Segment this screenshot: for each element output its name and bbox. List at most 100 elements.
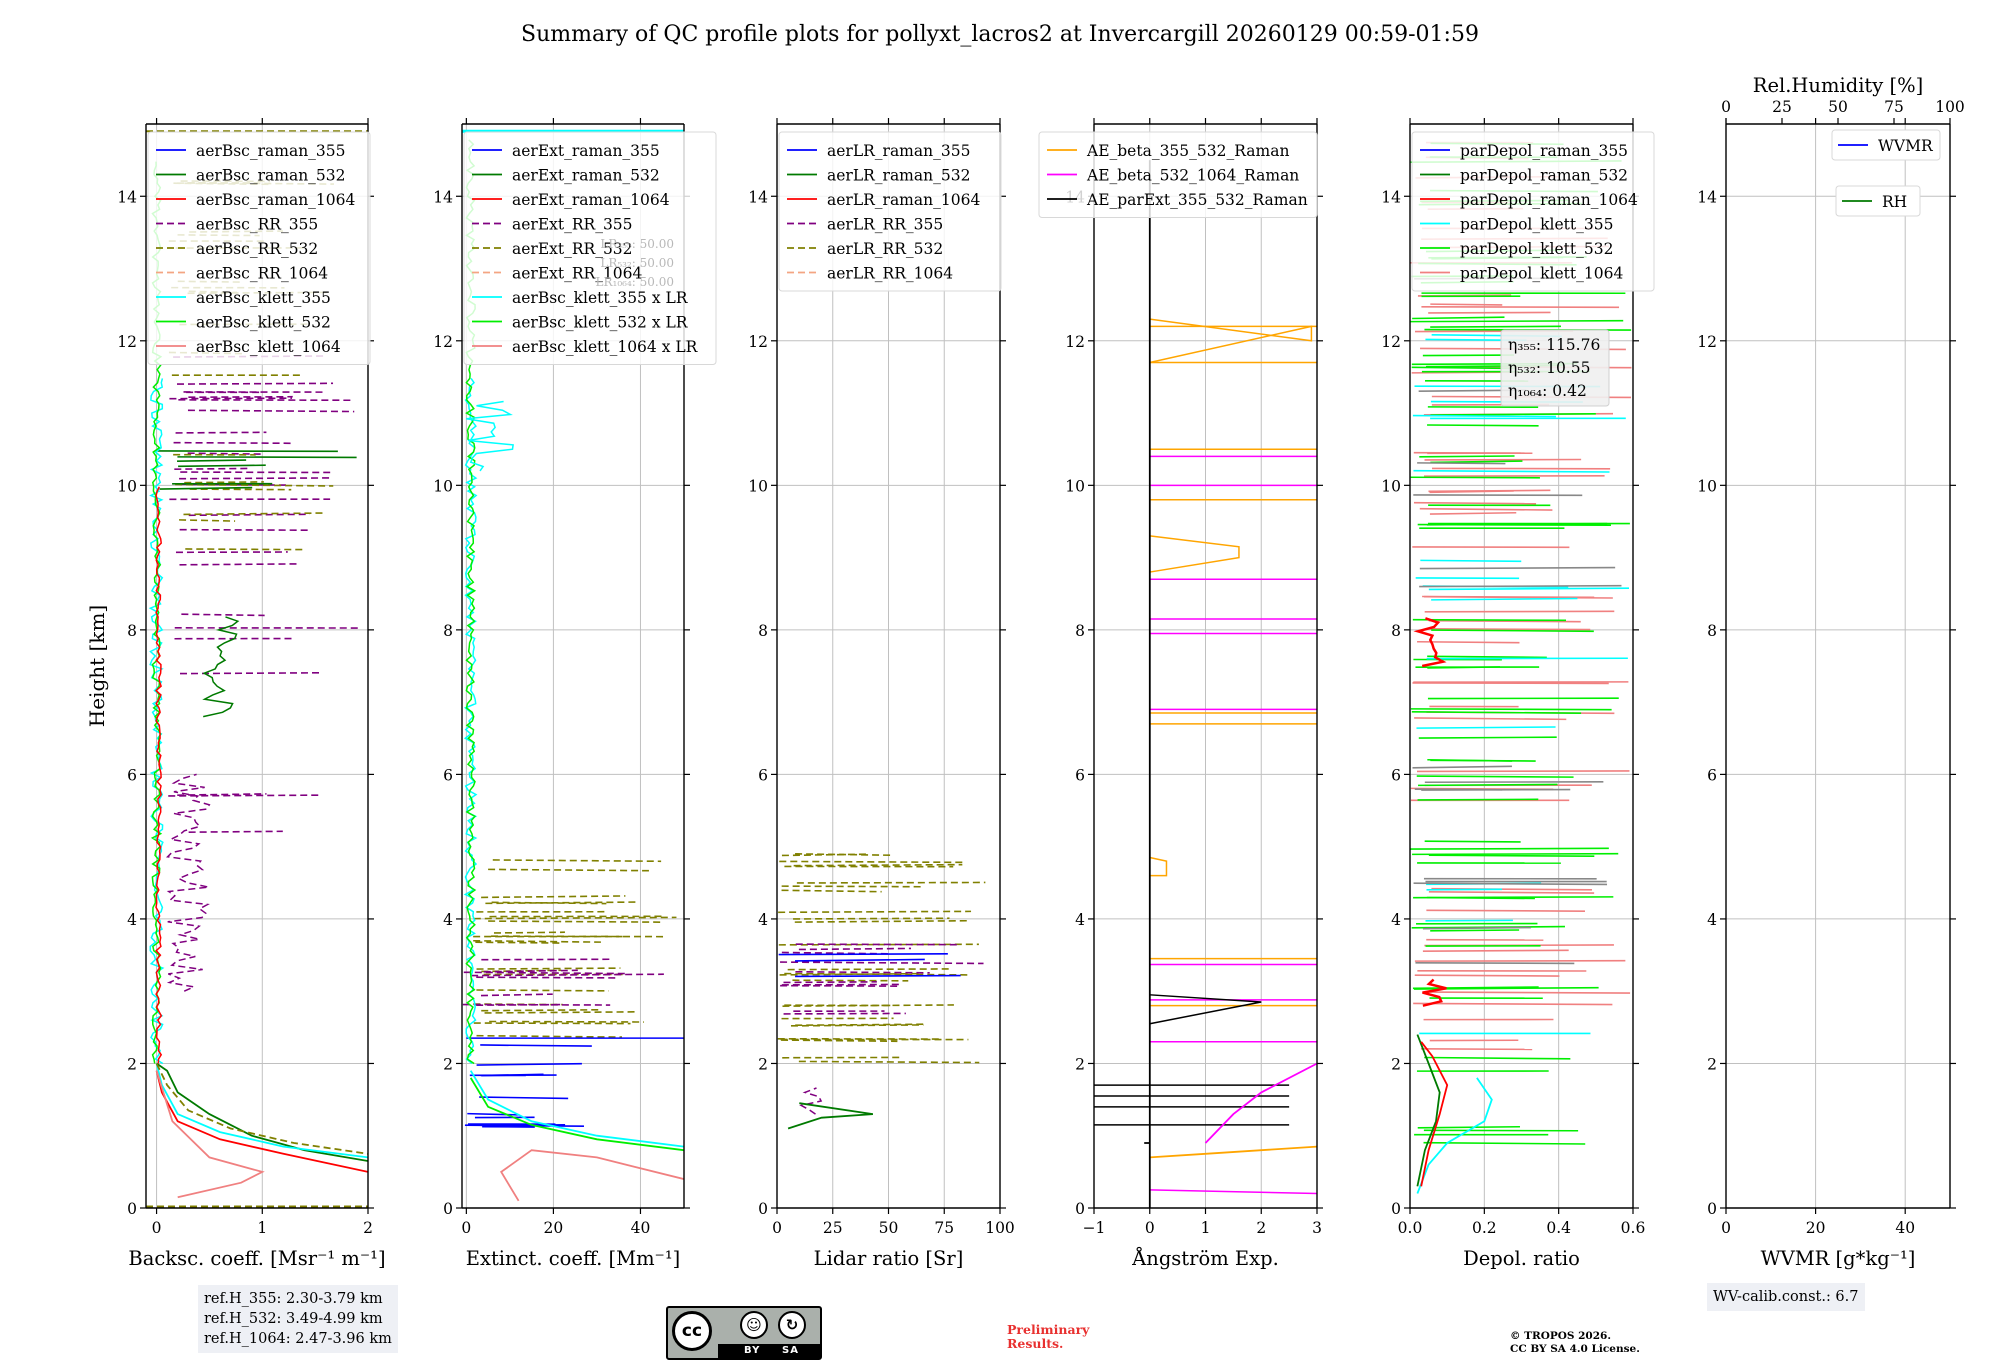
lr-noise-seg [787,968,953,971]
wv-top-xtick-label: 50 [1828,98,1848,116]
ext-series-1 [469,1077,684,1152]
ext-legend-box [463,131,717,365]
ext-noise-seg [489,1020,644,1023]
bsc-legend-label: aerBsc_raman_1064 [196,191,356,209]
depol-noise-seg [1416,770,1630,773]
lr-noise-seg [793,917,950,920]
ext-lr-label: LR₁₀₆₄: 50.00 [596,275,674,289]
depol-noise-profile [1422,978,1447,1007]
depol-noise-seg [1428,311,1551,314]
bsc-ytick-label: 10 [117,477,137,495]
depol-legend-label: parDepol_raman_355 [1460,142,1628,160]
depol-noise-seg [1424,1056,1571,1060]
lr-noise-seg [778,953,948,956]
depol-noise-seg [1419,507,1553,511]
ae-legend-label: AE_beta_532_1064_Raman [1086,167,1299,185]
ext-series-2 [499,1149,684,1202]
depol-noise-seg [1410,319,1624,323]
lr-xtick-label: 50 [879,1219,899,1237]
bsc-legend-label: aerBsc_klett_532 [196,314,331,332]
share-alike-icon: ↻ [778,1311,806,1339]
depol-noise-seg [1413,501,1537,505]
lr-legend-box [778,131,1002,292]
lr-panel: 0 25 50 75 100 0 2 4 6 8 10 12 14 Lidar ratio [Sr] aer… [748,118,1015,1270]
lr-ytick-label: 8 [758,622,768,640]
depol-noise-seg [1428,891,1595,894]
lr-noise-seg [795,970,930,974]
ae-orange-bump [1149,856,1168,877]
depol-noise-seg [1426,909,1585,912]
bsc-xtick-label: 1 [257,1219,267,1237]
bsc-noise-seg [179,528,309,532]
ext-legend-label: aerExt_raman_1064 [512,191,670,209]
ae-xtick-label: 2 [1256,1219,1266,1237]
ext-noise-seg [492,859,662,863]
lr-noise-seg [779,972,924,976]
wv-grid [1725,124,1950,1209]
ext-noise-seg [476,976,618,979]
ext-ytick-label: 2 [443,1055,453,1073]
depol-eta-label: η₃₅₅: 115.76 [1508,336,1600,354]
lr-legend-label: aerLR_raman_1064 [827,191,980,209]
ae-ytick-label: 10 [1065,477,1085,495]
wv-panel: 0 20 40 0 2 4 6 8 10 12 14 WVMR [g*kg⁻¹] 0 25 50 75 100 R… [1697,74,1965,1270]
lr-legend-label: aerLR_RR_355 [827,216,943,234]
ae-xtick-label: −1 [1083,1219,1106,1237]
depol-noise-seg [1430,460,1523,464]
depol-noise-seg [1410,847,1609,850]
ext-ytick-label: 10 [433,477,453,495]
ae-legend: AE_beta_355_532_Raman AE_beta_532_1064_Ra… [1038,131,1318,218]
ae-ytick-label: 8 [1075,622,1085,640]
bsc-noise-seg [179,563,299,566]
ext-noise-seg [476,1062,582,1066]
depol-legend-label: parDepol_klett_532 [1460,240,1613,258]
ext-legend-label: aerExt_raman_532 [512,167,660,185]
copyright-note: © TROPOS 2026. CC BY SA 4.0 License. [1510,1330,1640,1356]
ae-black-spike [1149,994,1262,1025]
lr-noise-seg [781,1039,898,1043]
bsc-ytick-label: 2 [127,1055,137,1073]
ae-legend-box [1038,131,1318,218]
ext-ytick-label: 0 [443,1200,453,1218]
license-sa-label: SA [782,1345,799,1356]
reference-height-box: ref.H_355: 2.30-3.79 km ref.H_532: 3.49-… [198,1285,398,1353]
depol-eta-label: η₁₀₆₄: 0.42 [1508,382,1587,400]
bsc-ytick-label: 8 [127,622,137,640]
ext-noise-seg [471,973,664,977]
depol-x-axis-label: Depol. ratio [1463,1247,1580,1270]
ref-height-1064: ref.H_1064: 2.47-3.96 km [204,1331,392,1347]
ext-legend: aerExt_raman_355 aerExt_raman_532 aerExt_r… [463,131,717,365]
bsc-noise-seg [184,481,264,484]
lr-noise-seg [790,1024,924,1027]
bsc-noise-seg [183,512,325,516]
depol-noise-seg [1412,682,1609,685]
bsc-noise-seg [175,431,267,434]
depol-panel: 0.0 0.2 0.4 0.6 0 2 4 6 8 10 12 14 Depol. ratio parDe… [1381,118,1655,1270]
lr-noise-seg [796,881,986,884]
lr-ytick-label: 10 [748,477,768,495]
ext-ytick-label: 6 [443,766,453,784]
lr-ytick-label: 14 [748,188,768,206]
depol-noise-seg [1424,595,1613,599]
ext-noise-seg [491,901,607,905]
license-by-label: BY [744,1345,761,1356]
lr-noise-seg [784,972,970,976]
wv-top-xtick-label: 75 [1884,98,1904,116]
ext-legend-label: aerExt_RR_532 [512,240,633,258]
bsc-ytick-label: 0 [127,1200,137,1218]
depol-eta-box [1500,329,1610,407]
ae-series-0 [1204,1062,1317,1144]
depol-noise-seg [1412,852,1619,856]
lr-noise-seg [794,919,970,923]
ae-magenta-low [1149,1189,1317,1195]
lr-xtick-label: 75 [934,1219,954,1237]
bsc-ytick-label: 12 [117,333,137,351]
bsc-legend-label: aerBsc_RR_355 [196,216,318,234]
bsc-legend: aerBsc_raman_355 aerBsc_raman_532 aerBsc_r… [147,131,371,365]
ext-xtick-label: 40 [631,1219,651,1237]
bsc-noise-seg [188,513,310,517]
ext-noise-seg [483,969,578,973]
depol-legend-label: parDepol_klett_1064 [1460,265,1623,283]
